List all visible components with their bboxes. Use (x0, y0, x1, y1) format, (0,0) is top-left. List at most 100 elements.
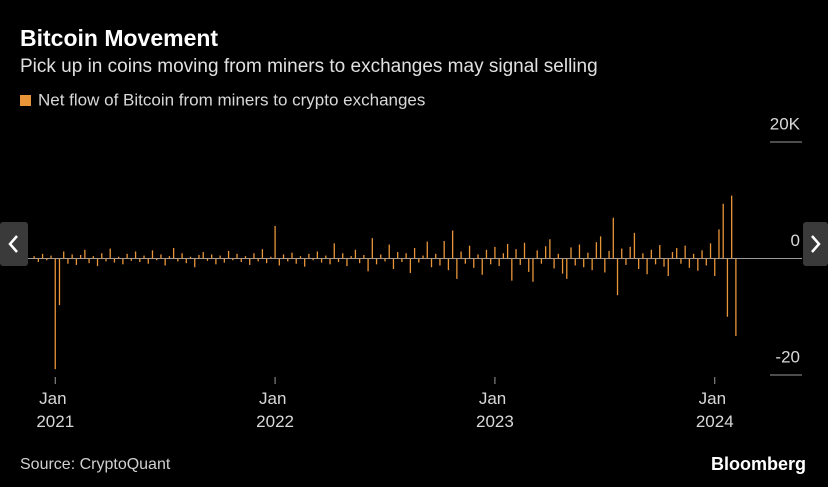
bar (96, 258, 99, 267)
bar (211, 254, 213, 259)
bar (506, 243, 509, 259)
bar (553, 258, 555, 269)
bar (494, 246, 496, 259)
bar (118, 256, 120, 259)
bar (409, 258, 412, 274)
x-tick-label-line: Jan (39, 389, 71, 408)
bar (139, 258, 141, 262)
bar (50, 255, 52, 259)
bar (477, 254, 479, 259)
legend-swatch (20, 95, 31, 106)
bar (498, 258, 500, 267)
bar (650, 249, 652, 259)
bar (380, 254, 382, 259)
bar (405, 253, 407, 259)
prev-button[interactable] (0, 222, 28, 266)
x-tick-label-line: Jan (259, 389, 291, 408)
bar (468, 245, 471, 259)
bar (185, 258, 187, 264)
bar (587, 252, 589, 259)
bar (401, 258, 403, 262)
bar (101, 253, 103, 259)
bar (561, 258, 564, 274)
bar (240, 258, 242, 262)
bar (570, 247, 572, 259)
bar (422, 255, 424, 259)
bar (84, 249, 86, 259)
bar (92, 256, 94, 259)
bar (439, 258, 441, 266)
prev-icon[interactable] (8, 235, 18, 253)
brand: Bloomberg (711, 454, 806, 474)
bar (392, 258, 395, 269)
bar (680, 258, 682, 264)
bar (714, 258, 716, 276)
next-icon[interactable] (811, 235, 821, 253)
x-tick-label: Jan 2023 (476, 389, 514, 431)
y-tick-label: 0 (791, 231, 800, 250)
bar (194, 258, 196, 268)
bar (659, 245, 661, 259)
bar (299, 256, 302, 259)
bar (523, 242, 526, 259)
next-button-bg[interactable] (803, 222, 828, 266)
bar (384, 258, 386, 262)
bar (363, 255, 365, 259)
bar (536, 250, 538, 259)
bar (367, 258, 369, 272)
bar (274, 225, 276, 259)
x-tick-label-line: Jan (479, 389, 511, 408)
bar (519, 258, 521, 265)
bar (329, 258, 331, 265)
next-button[interactable] (803, 222, 828, 266)
bar (261, 249, 264, 259)
bar (278, 258, 280, 266)
bar (697, 258, 699, 271)
bar (654, 258, 657, 265)
bar (325, 255, 327, 259)
bar (181, 253, 183, 259)
bar (126, 253, 128, 259)
bar (337, 258, 340, 262)
bar (456, 258, 458, 279)
bar (375, 258, 378, 265)
bar (41, 253, 44, 259)
bar (265, 258, 268, 264)
x-tick-label-line: 2022 (256, 412, 294, 431)
bar (473, 258, 475, 268)
x-tick-label-line: 2021 (36, 412, 74, 431)
x-tick-label: Jan 2024 (696, 389, 734, 431)
prev-button-bg[interactable] (0, 222, 28, 266)
bar (608, 250, 610, 259)
bar (67, 258, 69, 264)
bar (202, 252, 204, 259)
bar (134, 251, 137, 259)
bar (113, 258, 116, 263)
bar (189, 256, 192, 259)
bar (430, 258, 433, 268)
x-tick-label: Jan 2022 (256, 389, 294, 431)
bar (578, 244, 581, 259)
chart-subtitle: Pick up in coins moving from miners to e… (20, 56, 598, 77)
bar (460, 251, 462, 259)
bar (709, 243, 712, 259)
bar (249, 258, 251, 265)
bar (257, 258, 259, 262)
bar (591, 258, 593, 271)
bar (346, 258, 348, 267)
bar (156, 258, 158, 261)
x-tick-label: Jan 2021 (36, 389, 74, 431)
legend-label: Net flow of Bitcoin from miners to crypt… (38, 90, 425, 109)
bar (46, 258, 48, 261)
bar (566, 258, 568, 279)
bar (54, 258, 56, 370)
bar (692, 253, 695, 259)
bar (642, 253, 644, 259)
bar (418, 258, 420, 263)
bar (388, 244, 390, 259)
bar (308, 253, 310, 259)
bar (544, 246, 547, 259)
bar (350, 256, 352, 259)
bar (58, 258, 61, 306)
